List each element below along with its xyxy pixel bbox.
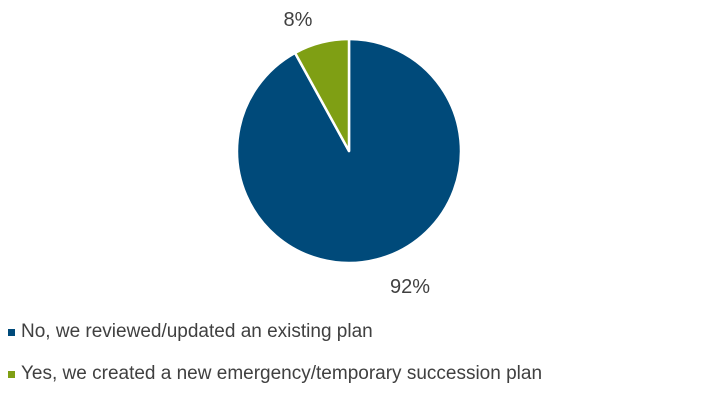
pie-data-label-0: 92%	[390, 276, 430, 298]
legend-label-no: No, we reviewed/updated an existing plan	[21, 321, 373, 342]
pie-slice-1	[293, 37, 351, 153]
legend-label-yes: Yes, we created a new emergency/temporar…	[21, 363, 543, 384]
legend-swatch-no	[8, 328, 15, 336]
legend-item-yes: Yes, we created a new emergency/temporar…	[8, 362, 542, 386]
pie-data-label-1: 8%	[284, 9, 313, 31]
pie-data-labels: 92% 8%	[284, 9, 431, 298]
legend-item-no: No, we reviewed/updated an existing plan	[8, 320, 542, 344]
legend-swatch-yes	[8, 370, 15, 378]
pie-chart: 92% 8%	[235, 9, 463, 298]
legend: No, we reviewed/updated an existing plan…	[8, 320, 542, 404]
pie-slices	[235, 37, 463, 265]
